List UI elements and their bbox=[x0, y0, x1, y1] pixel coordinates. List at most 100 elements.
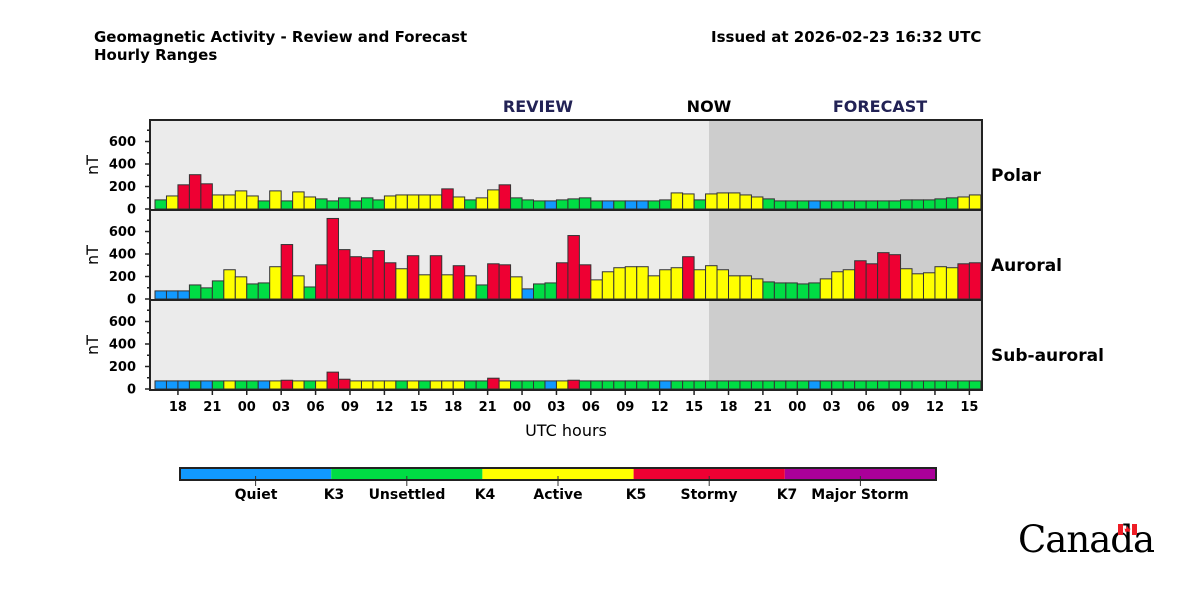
bar-sub-auroral-14 bbox=[315, 380, 328, 390]
bar-polar-66 bbox=[911, 199, 924, 210]
bar-auroral-19 bbox=[372, 250, 385, 300]
bar-polar-57 bbox=[808, 200, 821, 210]
bar-auroral-31 bbox=[510, 276, 523, 300]
bar-auroral-18 bbox=[360, 257, 374, 300]
legend-label: Stormy bbox=[680, 487, 737, 503]
bar-auroral-23 bbox=[418, 274, 431, 300]
x-tick-label: 12 bbox=[926, 400, 944, 415]
bar-auroral-65 bbox=[900, 268, 913, 300]
bar-auroral-50 bbox=[728, 275, 741, 300]
bar-auroral-9 bbox=[257, 282, 271, 300]
bar-auroral-5 bbox=[211, 280, 225, 300]
x-tick-label: 12 bbox=[651, 400, 669, 415]
bar-polar-46 bbox=[682, 193, 695, 210]
bar-polar-55 bbox=[785, 200, 798, 210]
y-tick-label: 600 bbox=[109, 135, 136, 150]
bar-sub-auroral-69 bbox=[945, 380, 959, 390]
bar-sub-auroral-55 bbox=[785, 380, 798, 390]
bar-auroral-26 bbox=[452, 265, 466, 300]
legend-swatch-3 bbox=[633, 468, 785, 480]
legend-swatch-2 bbox=[482, 468, 634, 480]
bar-polar-2 bbox=[177, 184, 190, 210]
y-axis-label: nT bbox=[83, 335, 102, 355]
bar-sub-auroral-31 bbox=[510, 380, 523, 390]
chart-subtitle: Hourly Ranges bbox=[94, 46, 218, 64]
bar-sub-auroral-70 bbox=[957, 380, 970, 390]
bar-polar-28 bbox=[475, 197, 489, 210]
x-tick-label: 00 bbox=[513, 400, 531, 415]
bar-polar-58 bbox=[819, 200, 833, 210]
bar-sub-auroral-29 bbox=[487, 377, 500, 390]
bar-sub-auroral-34 bbox=[544, 380, 557, 390]
bar-auroral-54 bbox=[773, 282, 787, 300]
bar-auroral-63 bbox=[877, 252, 890, 300]
review-label: REVIEW bbox=[503, 97, 574, 116]
bar-sub-auroral-26 bbox=[452, 380, 466, 390]
bar-auroral-42 bbox=[636, 266, 649, 300]
bar-auroral-0 bbox=[154, 290, 167, 300]
bar-auroral-21 bbox=[395, 268, 408, 300]
bar-auroral-62 bbox=[865, 263, 879, 300]
bar-polar-22 bbox=[406, 194, 420, 210]
bar-sub-auroral-19 bbox=[372, 380, 385, 390]
bar-auroral-12 bbox=[292, 275, 305, 300]
x-axis-label: UTC hours bbox=[525, 421, 607, 440]
bar-auroral-22 bbox=[406, 255, 420, 300]
x-tick-label: 18 bbox=[169, 400, 187, 415]
bar-polar-17 bbox=[349, 200, 362, 210]
legend-label: Major Storm bbox=[811, 487, 908, 503]
bar-auroral-25 bbox=[441, 274, 454, 300]
bar-auroral-40 bbox=[613, 267, 626, 300]
y-tick-label: 200 bbox=[109, 270, 136, 285]
bar-polar-5 bbox=[211, 194, 225, 210]
bar-sub-auroral-61 bbox=[854, 380, 867, 390]
bar-polar-38 bbox=[590, 200, 603, 210]
bar-auroral-70 bbox=[957, 263, 970, 300]
bar-auroral-67 bbox=[922, 272, 936, 300]
x-tick-label: 21 bbox=[479, 400, 497, 415]
bar-auroral-13 bbox=[303, 286, 317, 300]
x-tick-label: 03 bbox=[272, 400, 290, 415]
bar-polar-62 bbox=[865, 200, 879, 210]
bar-auroral-71 bbox=[968, 262, 982, 300]
bar-polar-15 bbox=[326, 200, 340, 210]
bar-polar-52 bbox=[750, 196, 764, 210]
bar-auroral-53 bbox=[762, 281, 775, 300]
y-tick-label: 0 bbox=[127, 293, 136, 308]
bar-polar-4 bbox=[200, 183, 213, 210]
bar-polar-49 bbox=[716, 192, 730, 210]
y-axis-label: nT bbox=[83, 155, 102, 175]
bar-polar-47 bbox=[693, 199, 707, 210]
bar-sub-auroral-25 bbox=[441, 380, 454, 390]
bar-polar-6 bbox=[223, 194, 236, 210]
bar-sub-auroral-16 bbox=[338, 378, 351, 390]
bar-auroral-14 bbox=[315, 264, 328, 300]
bar-polar-27 bbox=[464, 199, 477, 210]
bar-polar-67 bbox=[922, 199, 936, 210]
bar-sub-auroral-5 bbox=[211, 380, 225, 390]
bar-sub-auroral-65 bbox=[900, 380, 913, 390]
bar-polar-68 bbox=[934, 198, 947, 210]
bar-auroral-56 bbox=[796, 283, 810, 300]
x-tick-label: 21 bbox=[754, 400, 772, 415]
bar-sub-auroral-36 bbox=[567, 379, 580, 390]
bar-polar-45 bbox=[670, 192, 684, 210]
y-tick-label: 0 bbox=[127, 203, 136, 218]
bar-sub-auroral-48 bbox=[705, 380, 718, 390]
bar-sub-auroral-54 bbox=[773, 380, 787, 390]
x-tick-label: 03 bbox=[823, 400, 841, 415]
bar-polar-43 bbox=[647, 200, 661, 210]
bar-sub-auroral-50 bbox=[728, 380, 741, 390]
bar-sub-auroral-7 bbox=[234, 380, 248, 390]
y-tick-label: 200 bbox=[109, 180, 136, 195]
bar-polar-9 bbox=[257, 200, 271, 210]
bar-polar-18 bbox=[360, 197, 374, 210]
bar-polar-40 bbox=[613, 200, 626, 210]
bar-sub-auroral-46 bbox=[682, 380, 695, 390]
y-tick-label: 0 bbox=[127, 383, 136, 398]
y-tick-label: 600 bbox=[109, 225, 136, 240]
bar-sub-auroral-2 bbox=[177, 380, 190, 390]
legend-label: Active bbox=[533, 487, 582, 503]
bar-polar-10 bbox=[269, 190, 282, 210]
bar-auroral-33 bbox=[533, 283, 546, 300]
